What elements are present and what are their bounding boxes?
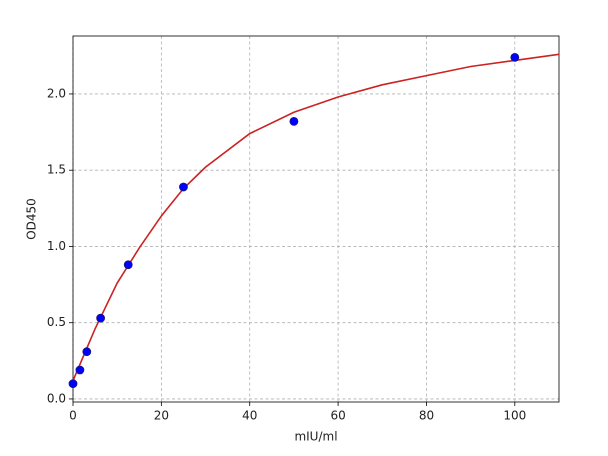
fit-curve <box>72 53 560 381</box>
y-tick-label: 2.0 <box>47 86 66 100</box>
y-tick-label: 1.5 <box>47 163 66 177</box>
x-tick-label: 100 <box>503 409 526 423</box>
x-tick-label: 40 <box>242 409 257 423</box>
data-point <box>123 260 133 270</box>
y-tick-label: 0.0 <box>47 391 66 405</box>
y-tick-label: 1.0 <box>47 239 66 253</box>
data-point <box>75 365 85 375</box>
x-tick-label: 60 <box>330 409 345 423</box>
y-axis-label: OD450 <box>25 198 39 240</box>
x-tick-label: 0 <box>69 409 77 423</box>
data-point <box>179 182 188 192</box>
x-axis-label: mIU/ml <box>294 430 337 444</box>
data-point <box>510 52 520 62</box>
data-point <box>68 379 78 389</box>
data-point <box>82 347 92 357</box>
x-tick-label: 20 <box>154 409 169 423</box>
data-point <box>289 117 299 126</box>
x-tick-label: 80 <box>419 409 434 423</box>
data-point <box>96 313 106 323</box>
y-tick-label: 0.5 <box>47 315 66 329</box>
plot-frame <box>72 35 560 403</box>
